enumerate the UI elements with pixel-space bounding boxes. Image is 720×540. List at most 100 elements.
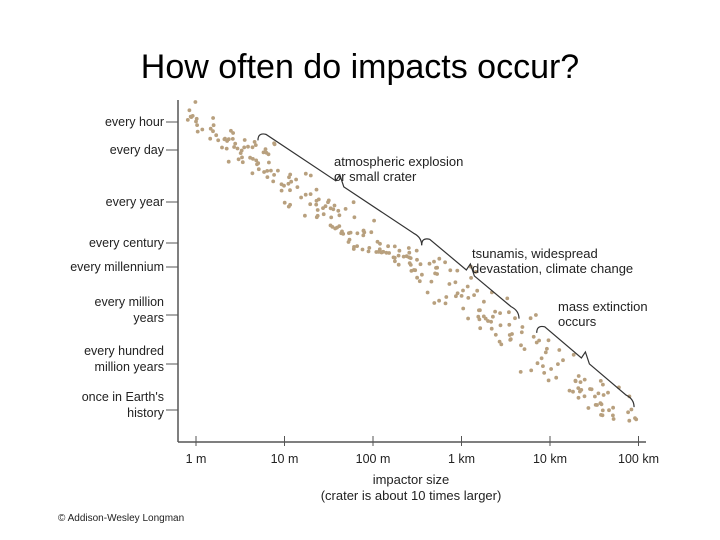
data-point bbox=[443, 260, 447, 265]
data-point bbox=[518, 370, 523, 374]
data-point bbox=[473, 270, 478, 274]
data-point bbox=[486, 319, 490, 323]
data-point bbox=[254, 158, 259, 163]
data-point bbox=[279, 188, 284, 193]
data-point bbox=[498, 323, 503, 328]
data-point bbox=[224, 146, 229, 151]
x-tick-label: 100 m bbox=[356, 452, 391, 466]
data-point bbox=[546, 338, 551, 343]
data-point bbox=[393, 259, 397, 264]
data-point bbox=[288, 188, 292, 193]
data-point bbox=[372, 218, 376, 223]
data-point bbox=[432, 301, 437, 305]
data-point bbox=[387, 251, 391, 255]
annotation-text: tsunamis, widespread bbox=[472, 246, 598, 261]
data-point bbox=[407, 261, 412, 265]
data-point bbox=[461, 288, 465, 293]
data-point bbox=[262, 170, 266, 174]
x-axis-sublabel: (crater is about 10 times larger) bbox=[321, 488, 502, 503]
data-point bbox=[420, 272, 424, 277]
data-point bbox=[321, 206, 325, 211]
data-point bbox=[374, 250, 379, 254]
data-point bbox=[599, 413, 603, 417]
data-point bbox=[459, 294, 464, 298]
data-point bbox=[443, 301, 448, 306]
data-point bbox=[606, 390, 610, 395]
data-point bbox=[367, 246, 372, 250]
x-axis-label: impactor size bbox=[373, 472, 450, 487]
data-point bbox=[489, 319, 493, 324]
data-point bbox=[549, 367, 553, 371]
data-point bbox=[437, 256, 442, 261]
data-point bbox=[447, 282, 452, 286]
data-point bbox=[330, 225, 335, 229]
data-point bbox=[392, 244, 397, 249]
data-point bbox=[187, 108, 192, 113]
y-tick-label: every century bbox=[89, 236, 165, 250]
data-point bbox=[414, 248, 419, 253]
data-point bbox=[231, 131, 236, 135]
data-point bbox=[437, 298, 441, 303]
data-point bbox=[360, 247, 365, 252]
data-point bbox=[265, 169, 270, 173]
data-point bbox=[493, 309, 497, 314]
y-tick-label: every year bbox=[106, 195, 164, 209]
data-point bbox=[434, 266, 438, 270]
data-point bbox=[567, 388, 572, 393]
data-point bbox=[498, 311, 502, 315]
data-point bbox=[455, 268, 460, 273]
data-point bbox=[412, 268, 416, 272]
data-point bbox=[303, 192, 308, 197]
data-point bbox=[308, 173, 313, 178]
data-point bbox=[252, 140, 257, 144]
x-axis-ticks: 1 m 10 m 100 m 1 km 10 km 100 km bbox=[186, 436, 659, 466]
data-point bbox=[240, 160, 245, 165]
data-point bbox=[272, 142, 277, 147]
data-point bbox=[226, 159, 231, 164]
data-point bbox=[337, 213, 342, 218]
data-point bbox=[326, 198, 331, 203]
data-point bbox=[211, 123, 216, 128]
data-point bbox=[489, 326, 494, 331]
data-point bbox=[352, 245, 356, 249]
x-tick-label: 1 m bbox=[186, 452, 207, 466]
data-point bbox=[507, 322, 512, 327]
data-point bbox=[475, 288, 480, 293]
data-point bbox=[588, 387, 592, 391]
data-point bbox=[417, 279, 422, 284]
data-point bbox=[194, 116, 199, 121]
data-point bbox=[314, 198, 319, 203]
data-point bbox=[375, 239, 380, 244]
data-point bbox=[465, 284, 470, 289]
data-point bbox=[556, 362, 560, 366]
data-point bbox=[361, 233, 366, 238]
data-point bbox=[469, 276, 473, 280]
data-point bbox=[455, 291, 460, 296]
data-point bbox=[607, 408, 611, 413]
annotation-bracket bbox=[421, 238, 520, 319]
data-point bbox=[573, 379, 578, 384]
data-point bbox=[303, 213, 307, 218]
data-point bbox=[576, 374, 581, 378]
data-point bbox=[343, 207, 348, 211]
data-point bbox=[235, 146, 240, 151]
data-point bbox=[576, 386, 581, 390]
data-point bbox=[478, 326, 483, 331]
data-point bbox=[240, 155, 244, 160]
x-tick-label: 1 km bbox=[448, 452, 475, 466]
data-point bbox=[611, 405, 615, 410]
data-point bbox=[352, 215, 357, 220]
data-point bbox=[396, 262, 401, 267]
data-point bbox=[261, 150, 266, 155]
data-point bbox=[571, 389, 575, 394]
data-point bbox=[329, 215, 334, 220]
y-tick-label: years bbox=[133, 311, 164, 325]
data-point bbox=[507, 310, 511, 315]
data-point bbox=[578, 380, 583, 384]
data-point bbox=[582, 394, 587, 399]
annotation-text: atmospheric explosion bbox=[334, 154, 463, 169]
data-point bbox=[497, 339, 502, 344]
axes bbox=[177, 100, 646, 443]
data-point bbox=[579, 388, 584, 392]
